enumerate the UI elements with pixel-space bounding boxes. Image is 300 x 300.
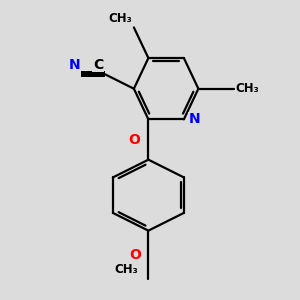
Text: CH₃: CH₃ [236, 82, 259, 95]
Text: CH₃: CH₃ [109, 12, 132, 25]
Text: N: N [68, 58, 80, 72]
Text: CH₃: CH₃ [114, 263, 138, 277]
Text: C: C [93, 58, 103, 72]
Text: O: O [129, 248, 141, 262]
Text: N: N [189, 112, 200, 126]
Text: O: O [128, 133, 140, 147]
